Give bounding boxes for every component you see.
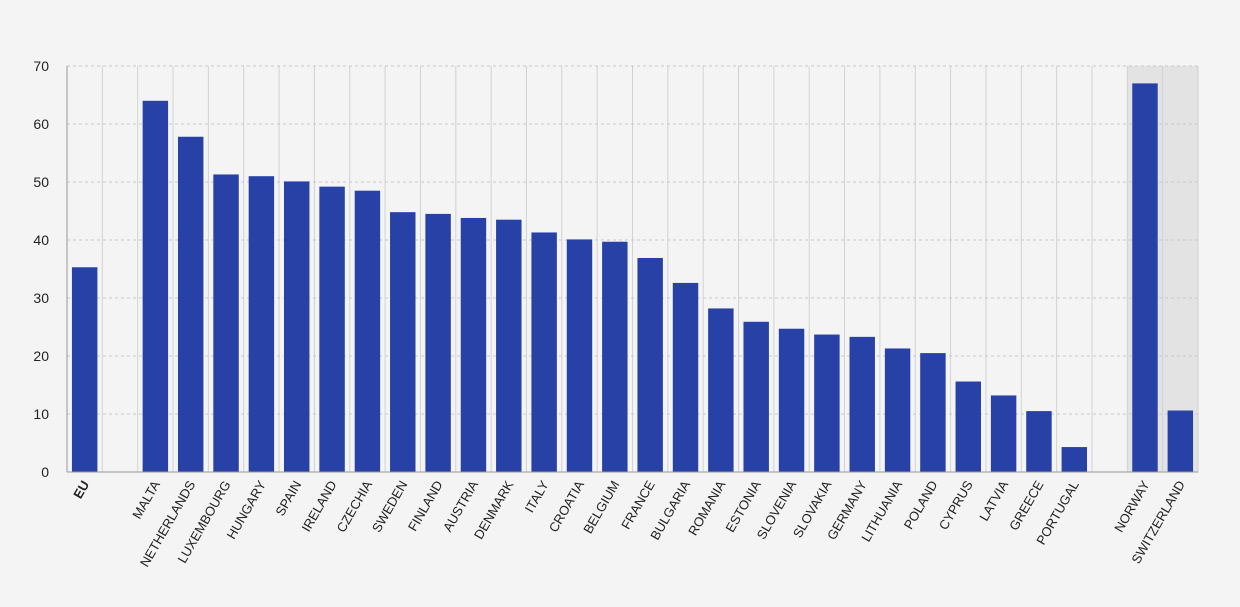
- bar-spain: [284, 181, 310, 473]
- bar-netherlands: [177, 136, 204, 472]
- bar-germany: [849, 336, 875, 472]
- category-label-latvia: LATVIA: [976, 478, 1011, 524]
- bar-poland: [920, 353, 946, 472]
- bar-czechia: [354, 190, 381, 472]
- bar-croatia: [566, 239, 593, 472]
- category-label-spain: SPAIN: [272, 478, 304, 518]
- y-tick-label: 0: [41, 464, 49, 480]
- y-tick-label: 30: [33, 290, 49, 306]
- bar-finland: [425, 213, 451, 472]
- category-label-eu: EU: [70, 478, 92, 501]
- category-label-finland: FINLAND: [405, 478, 446, 534]
- category-label-greece: GREECE: [1006, 478, 1047, 533]
- bar-greece: [1026, 411, 1052, 472]
- bar-estonia: [743, 321, 769, 472]
- axis-layer: 0 10 20 30 40 50 60 70: [33, 58, 1198, 480]
- bar-romania: [708, 308, 734, 472]
- bar-france: [637, 257, 663, 472]
- bar-bulgaria: [672, 282, 699, 472]
- y-tick-label: 60: [33, 116, 49, 132]
- bar-slovenia: [778, 328, 805, 472]
- y-tick-label: 40: [33, 232, 49, 248]
- category-label-malta: MALTA: [129, 478, 163, 522]
- bar-sweden: [390, 212, 416, 472]
- bar-slovakia: [814, 334, 840, 472]
- category-label-poland: POLAND: [901, 478, 941, 532]
- grid-layer: [66, 65, 1199, 472]
- bar-lithuania: [884, 348, 911, 472]
- bar-malta: [142, 100, 169, 473]
- bar-latvia: [990, 395, 1017, 472]
- y-tick-label: 70: [33, 58, 49, 74]
- category-label-cyprus: CYPRUS: [936, 478, 976, 533]
- category-label-belgium: BELGIUM: [580, 478, 622, 536]
- bar-hungary: [248, 176, 275, 472]
- bar-luxembourg: [213, 174, 239, 472]
- category-label-france: FRANCE: [618, 478, 658, 532]
- bar-belgium: [602, 241, 628, 472]
- bar-denmark: [496, 219, 522, 472]
- bar-austria: [460, 217, 487, 472]
- category-label-italy: ITALY: [522, 478, 552, 515]
- y-tick-label: 50: [33, 174, 49, 190]
- y-tick-label: 10: [33, 406, 49, 422]
- y-tick-label: 20: [33, 348, 49, 364]
- bar-norway: [1132, 83, 1158, 473]
- bar-cyprus: [955, 381, 981, 472]
- bar-ireland: [319, 186, 345, 472]
- bar-portugal: [1061, 447, 1088, 472]
- bar-eu: [71, 267, 98, 472]
- bar-italy: [531, 232, 557, 472]
- bars-layer: [71, 83, 1194, 473]
- bar-switzerland: [1167, 410, 1194, 472]
